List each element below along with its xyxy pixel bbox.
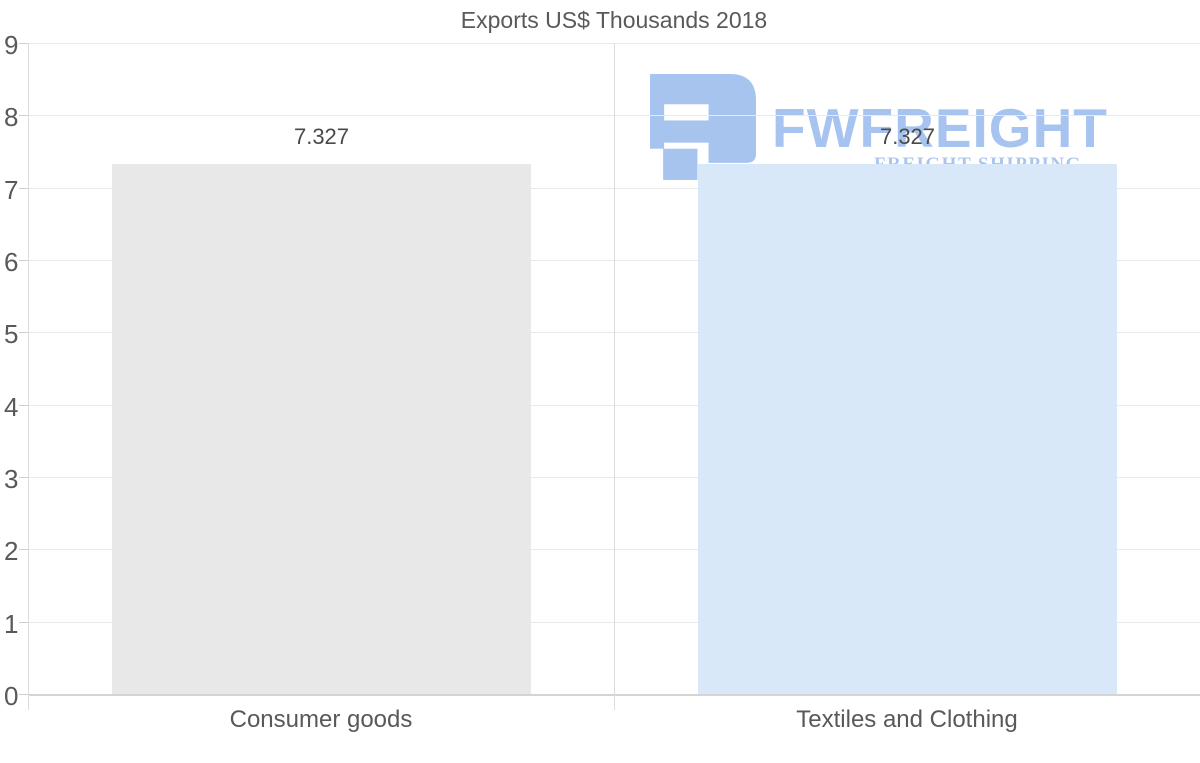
ytick-mark-4 — [19, 405, 28, 406]
fwfreight-logo-icon — [650, 74, 756, 180]
category-divider — [614, 43, 615, 710]
ytick-label-2: 2 — [4, 536, 19, 566]
ytick-mark-2 — [19, 549, 28, 550]
ytick-label-1: 1 — [4, 609, 19, 639]
y-axis-line — [28, 43, 29, 710]
ytick-mark-9 — [19, 43, 28, 44]
ytick-mark-5 — [19, 332, 28, 333]
bar-consumer-goods — [112, 164, 531, 694]
ytick-mark-1 — [19, 622, 28, 623]
ytick-mark-6 — [19, 260, 28, 261]
ytick-mark-0 — [19, 694, 28, 695]
watermark-brand-text: FWFREIGHT — [772, 97, 1108, 159]
ytick-mark-8 — [19, 115, 28, 116]
ytick-label-6: 6 — [4, 247, 19, 277]
value-label-textiles-and-clothing: 7.327 — [879, 124, 936, 149]
ytick-label-8: 8 — [4, 102, 19, 132]
ytick-mark-3 — [19, 477, 28, 478]
ytick-mark-7 — [19, 188, 28, 189]
chart-title: Exports US$ Thousands 2018 — [460, 7, 768, 33]
category-label-consumer-goods: Consumer goods — [229, 706, 413, 733]
bar-textiles-and-clothing — [698, 164, 1117, 694]
ytick-label-4: 4 — [4, 392, 19, 422]
ytick-label-7: 7 — [4, 175, 19, 205]
ytick-label-9: 9 — [4, 30, 19, 60]
category-label-textiles-and-clothing: Textiles and Clothing — [796, 706, 1018, 733]
value-label-consumer-goods: 7.327 — [293, 124, 350, 149]
ytick-label-0: 0 — [4, 681, 19, 711]
ytick-label-5: 5 — [4, 319, 19, 349]
ytick-label-3: 3 — [4, 464, 19, 494]
